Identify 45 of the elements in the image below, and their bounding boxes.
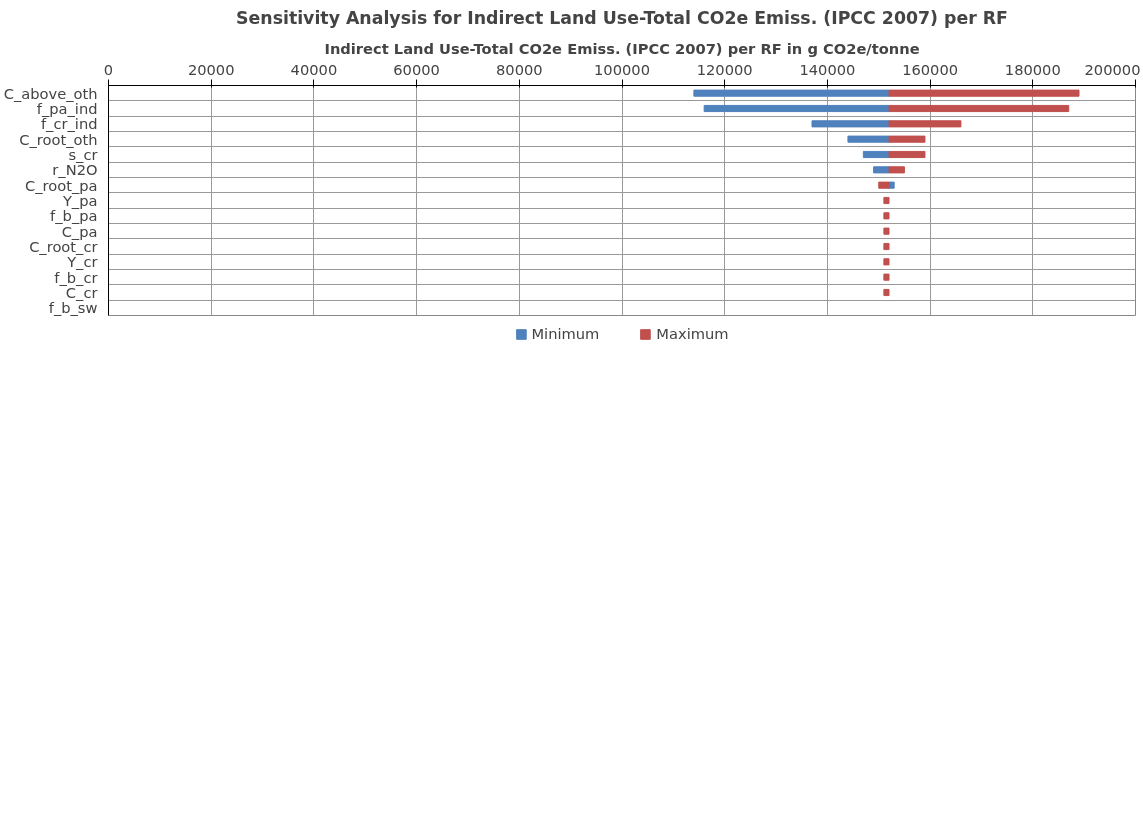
chart-title: Sensitivity Analysis for Indirect Land Use-Total CO2e Emiss. (IPCC 2007) per RF <box>236 7 1008 28</box>
bar <box>883 288 890 297</box>
y-tick-label: C_root_oth <box>19 130 98 148</box>
x-tick-label: 60000 <box>393 60 440 78</box>
bar <box>888 135 926 143</box>
legend-label: Maximum <box>656 325 729 342</box>
y-tick-label: Y_cr <box>66 253 99 271</box>
bar <box>888 150 926 159</box>
bar <box>883 212 890 220</box>
x-tick-label: 80000 <box>495 60 543 78</box>
x-tick-label: 0 <box>103 60 114 78</box>
x-tick-label: 200000 <box>1084 60 1141 78</box>
bar <box>703 104 890 113</box>
bar <box>888 166 905 174</box>
x-tick-label: 100000 <box>594 60 650 78</box>
bar <box>888 181 895 189</box>
bar <box>888 104 1070 113</box>
bar <box>847 135 890 143</box>
bar <box>873 166 890 174</box>
bar <box>878 181 890 189</box>
bar <box>693 89 890 97</box>
y-tick-label: C_above_oth <box>3 84 98 102</box>
bar <box>883 242 890 251</box>
y-tick-label: s_cr <box>68 146 99 163</box>
chart-subtitle: Indirect Land Use-Total CO2e Emiss. (IPCC 2007) per RF in g CO2e/tonne <box>324 39 920 57</box>
y-tick-label: C_cr <box>65 284 99 301</box>
x-tick-label: 180000 <box>1004 60 1061 78</box>
y-tick-label: r_N2O <box>52 161 98 179</box>
legend-label: Minimum <box>531 325 600 342</box>
y-tick-label: C_root_pa <box>24 176 98 194</box>
x-tick-label: 40000 <box>290 60 338 78</box>
bar <box>883 196 890 205</box>
x-tick-label: 160000 <box>902 60 959 78</box>
y-tick-label: f_b_cr <box>54 268 99 286</box>
x-tick-label: 20000 <box>187 60 235 78</box>
bar <box>811 120 890 128</box>
bar <box>883 273 890 281</box>
y-tick-label: f_b_sw <box>48 299 98 317</box>
bar <box>862 150 890 159</box>
bar <box>883 258 890 266</box>
bar <box>883 227 890 235</box>
x-tick-label: 120000 <box>696 60 753 78</box>
bar <box>888 120 962 128</box>
x-tick-label: 140000 <box>799 60 856 78</box>
bar <box>888 89 1080 97</box>
